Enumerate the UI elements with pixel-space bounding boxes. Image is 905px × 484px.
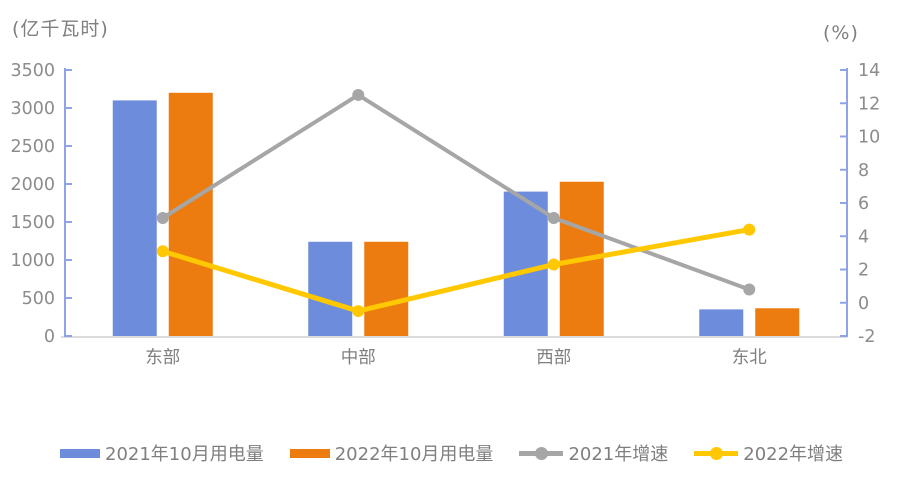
right-axis-tick-label: 6 <box>858 194 869 214</box>
legend-item-line-2022: 2022年增速 <box>694 440 843 466</box>
right-axis-tick-label: 2 <box>858 261 869 281</box>
left-axis-tick-label: 1000 <box>10 251 55 271</box>
left-axis-tick-label: 3500 <box>10 61 55 81</box>
legend-label-line-2022: 2022年增速 <box>743 444 844 465</box>
bar-2021-east <box>112 100 157 337</box>
plot-area: 3500 3000 2500 2000 1500 1000 500 0 14 12 10 8 6 4 2 0 -… <box>10 61 880 368</box>
legend-label-line-2021: 2021年增速 <box>568 444 669 465</box>
category-label-west: 西部 <box>536 348 571 368</box>
bar-2022-east <box>168 92 213 336</box>
bar-2022-northeast <box>755 308 800 336</box>
category-label-central: 中部 <box>341 348 376 368</box>
bar-2021-west <box>503 191 548 336</box>
right-axis-tick-label: 12 <box>858 94 880 114</box>
legend: 2021年10月用电量 2022年10月用电量 2021年增速 2022年增速 <box>60 441 843 465</box>
right-axis-title: (%) <box>823 22 859 44</box>
legend-label-bar-2021: 2021年10月用电量 <box>105 444 264 465</box>
right-axis-tick-label: 10 <box>858 128 880 148</box>
left-axis-tick-label: 500 <box>22 289 55 309</box>
legend-item-bar-2021: 2021年10月用电量 <box>60 440 264 466</box>
right-axis-tick-label: 14 <box>858 61 880 81</box>
growth-line-2021 <box>160 92 752 292</box>
left-axis-title: (亿千瓦时) <box>12 18 109 40</box>
category-label-east: 东部 <box>145 348 180 368</box>
growth-marker-2021-northeast <box>743 283 756 296</box>
legend-line-marker-2021-icon <box>519 446 564 460</box>
right-axis-tick-label: 0 <box>858 294 869 314</box>
right-axis-tick-label: 4 <box>858 227 869 247</box>
left-axis-tick-label: 1500 <box>10 213 55 233</box>
bar-2022-central <box>364 241 409 336</box>
growth-marker-2022-east <box>156 245 169 258</box>
growth-line-2022 <box>160 227 752 314</box>
growth-marker-2022-central <box>352 305 365 318</box>
legend-line-marker-2022-icon <box>694 446 739 460</box>
legend-bar-swatch-2021-icon <box>60 448 100 458</box>
left-axis-tick-label: 2500 <box>10 137 55 157</box>
left-axis-tick-label: 2000 <box>10 175 55 195</box>
growth-marker-2021-central <box>352 88 365 101</box>
legend-label-bar-2022: 2022年10月用电量 <box>334 444 494 465</box>
bar-2021-central <box>308 241 353 336</box>
growth-marker-2021-west <box>547 211 560 224</box>
left-axis-tick-label: 3000 <box>10 99 55 119</box>
bar-2021-northeast <box>699 309 744 336</box>
left-axis-tick-label: 0 <box>44 327 55 347</box>
growth-marker-2022-northeast <box>743 223 756 236</box>
category-label-northeast: 东北 <box>732 348 767 368</box>
legend-bar-swatch-2022-icon <box>289 448 330 458</box>
legend-item-line-2021: 2021年增速 <box>519 440 668 466</box>
right-axis-tick-label: 8 <box>858 161 869 181</box>
growth-marker-2021-east <box>156 211 169 224</box>
legend-item-bar-2022: 2022年10月用电量 <box>289 440 494 466</box>
growth-marker-2022-west <box>547 258 560 271</box>
right-axis-tick-label: -2 <box>858 327 875 347</box>
